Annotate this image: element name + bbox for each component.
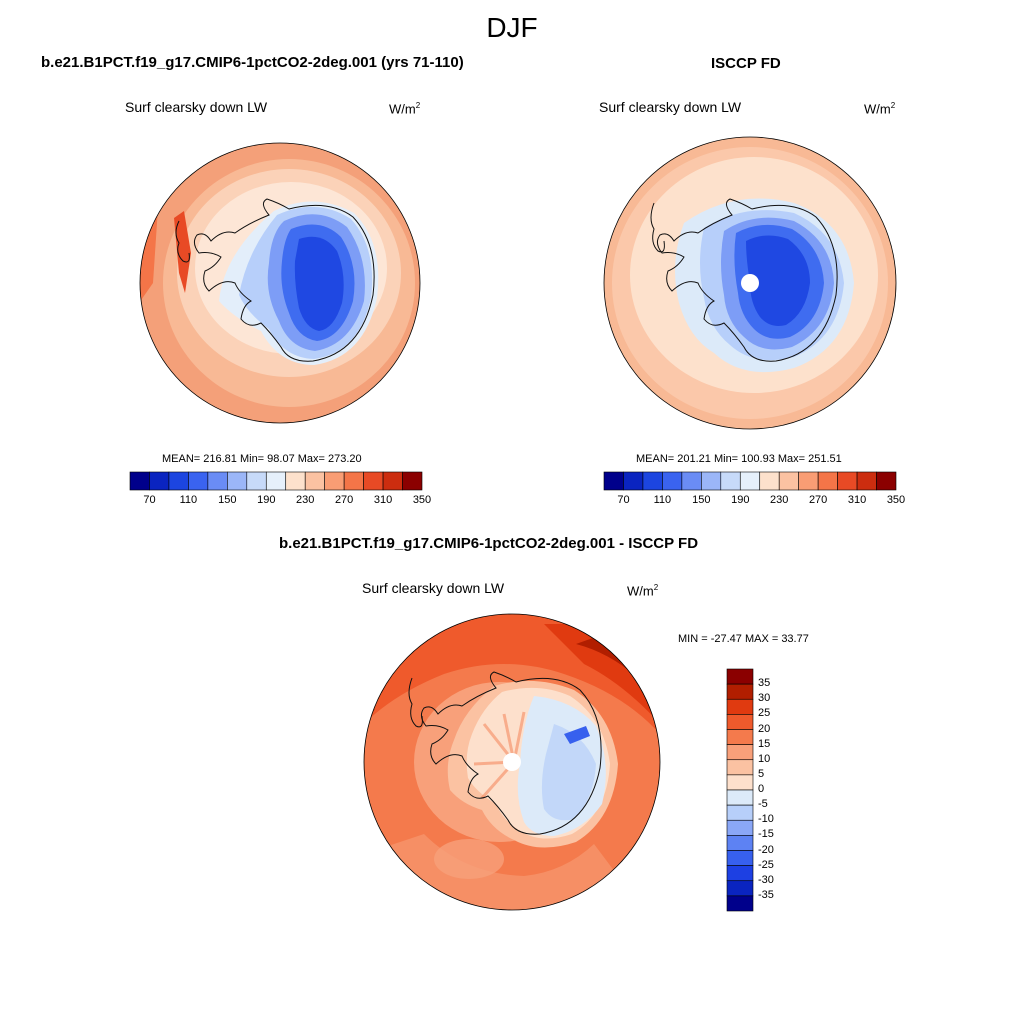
diff-colorbar-swatch xyxy=(726,895,754,912)
diff-colorbar-tick: 35 xyxy=(758,677,771,690)
obs-colorbar-swatch xyxy=(876,471,897,491)
diff-variable-label: Surf clearsky down LW xyxy=(362,580,505,596)
diff-colorbar-swatch xyxy=(726,835,754,851)
obs-stats: MEAN= 201.21 Min= 100.93 Max= 251.51 xyxy=(636,453,842,465)
diff-colorbar-swatch xyxy=(726,850,754,866)
diff-colorbar-tick: 0 xyxy=(758,783,765,795)
diff-colorbar-tick: 30 xyxy=(758,692,771,705)
diff-colorbar-swatch xyxy=(726,880,754,897)
diff-colorbar-swatch xyxy=(726,744,754,761)
diff-colorbar-swatch xyxy=(726,819,754,836)
model-colorbar-tick: 110 xyxy=(179,494,198,506)
model-colorbar-swatch xyxy=(304,471,325,491)
diff-colorbar-tick: 25 xyxy=(758,707,771,720)
obs-polar-map xyxy=(603,136,897,430)
diff-colorbar-swatch xyxy=(726,759,754,776)
diff-colorbar-swatch xyxy=(726,865,754,882)
obs-variable-label: Surf clearsky down LW xyxy=(599,99,742,115)
obs-colorbar xyxy=(603,471,897,491)
obs-colorbar-swatch xyxy=(662,471,683,491)
model-colorbar-tick: 190 xyxy=(257,494,276,506)
obs-colorbar-swatch xyxy=(642,471,663,491)
diff-colorbar-swatch xyxy=(726,683,754,700)
diff-polar-map xyxy=(363,613,661,911)
model-colorbar-swatch xyxy=(285,471,306,491)
obs-colorbar-tick: 70 xyxy=(617,494,630,506)
model-colorbar-tick: 310 xyxy=(373,494,393,506)
obs-colorbar-swatch xyxy=(759,471,780,491)
diff-colorbar-tick: 20 xyxy=(758,722,771,735)
model-colorbar-tick: 150 xyxy=(218,494,237,506)
model-panel-title: b.e21.B1PCT.f19_g17.CMIP6-1pctCO2-2deg.0… xyxy=(41,54,464,71)
obs-colorbar-swatch xyxy=(739,471,761,491)
model-colorbar-swatch xyxy=(343,471,364,491)
model-colorbar-swatch xyxy=(363,471,384,491)
diff-colorbar-swatch xyxy=(726,698,754,715)
model-colorbar-swatch xyxy=(129,471,150,491)
obs-colorbar-swatch xyxy=(603,471,624,491)
obs-colorbar-swatch xyxy=(856,471,877,491)
obs-colorbar-tick: 230 xyxy=(770,494,789,506)
obs-panel-title: ISCCP FD xyxy=(711,55,781,72)
diff-colorbar-swatch xyxy=(726,789,754,806)
model-colorbar-tick: 270 xyxy=(334,494,354,506)
model-colorbar-swatch xyxy=(265,471,287,491)
diff-colorbar-tick: -25 xyxy=(758,858,774,871)
diff-colorbar-swatch xyxy=(726,804,754,821)
model-colorbar-swatch xyxy=(227,471,248,491)
model-unit-label: W/m2 xyxy=(389,101,421,117)
obs-colorbar-swatch xyxy=(681,471,702,491)
model-colorbar-swatch xyxy=(188,471,209,491)
obs-colorbar-swatch xyxy=(720,471,741,491)
obs-colorbar-swatch xyxy=(778,471,799,491)
obs-colorbar-tick: 110 xyxy=(653,494,672,506)
model-colorbar xyxy=(129,471,423,491)
diff-colorbar-tick: 10 xyxy=(758,752,771,765)
obs-colorbar-swatch xyxy=(817,471,838,491)
obs-colorbar-tick: 270 xyxy=(808,494,828,506)
diff-stats: MIN = -27.47 MAX = 33.77 xyxy=(678,633,809,645)
model-polar-map xyxy=(139,142,421,424)
model-colorbar-tick: 350 xyxy=(412,494,432,506)
diff-panel-title: b.e21.B1PCT.f19_g17.CMIP6-1pctCO2-2deg.0… xyxy=(279,535,699,552)
obs-unit-label: W/m2 xyxy=(864,101,896,117)
diff-colorbar-swatch xyxy=(726,729,754,745)
model-colorbar-swatch xyxy=(246,471,267,491)
obs-colorbar-tick: 150 xyxy=(692,494,711,506)
model-colorbar-tick: 230 xyxy=(296,494,315,506)
model-colorbar-swatch xyxy=(207,471,228,491)
obs-colorbar-tick: 310 xyxy=(847,494,867,506)
model-colorbar-swatch xyxy=(402,471,423,491)
diff-colorbar-tick: -5 xyxy=(758,798,768,811)
diff-colorbar-tick: 5 xyxy=(758,767,765,780)
diff-unit-label: W/m2 xyxy=(627,583,659,599)
obs-colorbar-swatch xyxy=(837,471,858,491)
diff-colorbar-tick: -30 xyxy=(758,873,774,886)
obs-colorbar-swatch xyxy=(623,471,644,491)
diff-colorbar-tick: -15 xyxy=(758,828,774,841)
model-colorbar-swatch xyxy=(149,471,170,491)
model-colorbar-swatch xyxy=(324,471,345,491)
obs-colorbar-swatch xyxy=(798,471,819,491)
diff-colorbar-swatch xyxy=(726,668,754,685)
obs-colorbar-tick: 190 xyxy=(731,494,750,506)
model-variable-label: Surf clearsky down LW xyxy=(125,99,268,115)
diff-colorbar-tick: -20 xyxy=(758,843,774,856)
diff-colorbar xyxy=(726,668,754,912)
model-stats: MEAN= 216.81 Min= 98.07 Max= 273.20 xyxy=(162,453,362,465)
season-title: DJF xyxy=(486,12,538,43)
diff-colorbar-tick: -35 xyxy=(758,888,774,901)
diff-colorbar-swatch xyxy=(726,774,754,791)
obs-colorbar-tick: 350 xyxy=(886,494,906,506)
model-colorbar-swatch xyxy=(382,471,403,491)
obs-colorbar-swatch xyxy=(701,471,722,491)
diff-colorbar-swatch xyxy=(726,714,754,730)
diff-colorbar-tick: -10 xyxy=(758,813,774,826)
diff-colorbar-tick: 15 xyxy=(758,737,771,750)
model-colorbar-tick: 70 xyxy=(143,494,156,506)
model-colorbar-swatch xyxy=(168,471,189,491)
